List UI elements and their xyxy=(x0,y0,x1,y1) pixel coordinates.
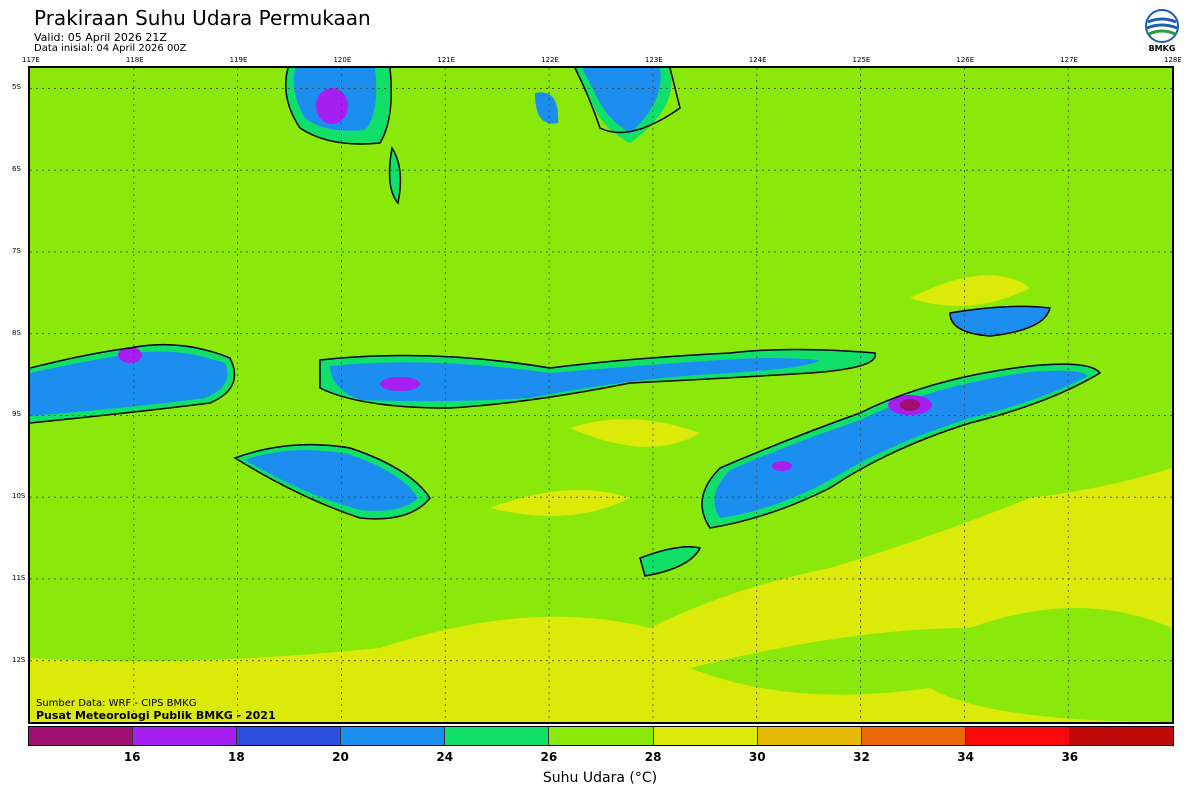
lat-label: 5S xyxy=(12,83,21,92)
temperature-map[interactable] xyxy=(28,66,1174,724)
warm-patch-2 xyxy=(570,419,700,447)
map-canvas xyxy=(30,68,1172,722)
cold-spot-2 xyxy=(118,347,142,363)
cold-spot-3 xyxy=(380,377,420,391)
lon-label: 117E xyxy=(22,56,40,64)
coastlines xyxy=(30,68,1102,577)
colorbar-swatch xyxy=(757,727,862,745)
publisher: Pusat Meteorologi Publik BMKG - 2021 xyxy=(36,709,276,722)
colorbar xyxy=(28,726,1174,746)
island-rote xyxy=(640,546,700,576)
lon-label: 125E xyxy=(852,56,871,64)
lon-label: 121E xyxy=(437,56,456,64)
colorbar-tick: 20 xyxy=(332,750,349,764)
lon-label: 122E xyxy=(541,56,559,64)
colorbar-swatch xyxy=(965,727,1070,745)
colorbar-swatch xyxy=(549,727,654,745)
colorbar-tick: 32 xyxy=(853,750,870,764)
lon-label: 126E xyxy=(956,56,975,64)
logo-label: BMKG xyxy=(1148,44,1176,53)
cold-spot-4-core xyxy=(900,399,920,411)
colorbar-swatch xyxy=(133,727,238,745)
island-flores-cool xyxy=(330,358,820,402)
bmkg-logo-icon xyxy=(1145,9,1179,43)
colorbar-swatch xyxy=(237,727,342,745)
lon-label: 119E xyxy=(229,56,248,64)
colorbar-swatch xyxy=(653,727,758,745)
colorbar-tick: 16 xyxy=(123,750,141,764)
colorbar-swatch xyxy=(29,727,134,745)
island-sumbawa-cool xyxy=(30,351,228,416)
colorbar-swatch xyxy=(341,727,446,745)
lat-label: 10S xyxy=(12,492,26,501)
colorbar-swatch xyxy=(445,727,550,745)
bmkg-logo: BMKG xyxy=(1144,8,1184,58)
lon-label: 120E xyxy=(333,56,352,64)
colorbar-label: Suhu Udara (°C) xyxy=(542,770,658,786)
map-title: Prakiraan Suhu Udara Permukaan xyxy=(34,6,371,30)
colorbar-tick: 26 xyxy=(540,750,558,764)
lon-label: 118E xyxy=(125,56,144,64)
island-timor-cool xyxy=(714,370,1088,518)
lat-label: 9S xyxy=(12,410,21,419)
island-buton-cool xyxy=(582,68,661,133)
cold-spot-1 xyxy=(316,88,348,124)
colorbar-swatch xyxy=(861,727,966,745)
colorbar-swatch xyxy=(1069,727,1174,745)
lat-label: 6S xyxy=(12,165,21,174)
colorbar-tick: 30 xyxy=(748,750,766,764)
graticule xyxy=(30,68,1172,722)
cold-spot-5 xyxy=(772,461,792,471)
lat-label: 12S xyxy=(12,655,26,664)
zone-south-inner xyxy=(690,608,1172,722)
colorbar-tick: 18 xyxy=(228,750,245,764)
lat-label: 7S xyxy=(12,246,21,255)
colorbar-tick: 24 xyxy=(436,750,454,764)
lat-label: 11S xyxy=(12,573,26,582)
island-muna xyxy=(535,92,559,124)
colorbar-tick: 28 xyxy=(644,750,662,764)
lat-label: 8S xyxy=(12,328,21,337)
lon-label: 123E xyxy=(644,56,663,64)
island-sumba-cool xyxy=(245,450,418,511)
lon-label: 124E xyxy=(748,56,767,64)
colorbar-tick: 34 xyxy=(957,750,974,764)
initial-time: Data inisial: 04 April 2026 00Z xyxy=(34,43,187,54)
data-source: Sumber Data: WRF - CIPS BMKG xyxy=(36,698,197,709)
lon-label: 128E xyxy=(1164,56,1182,64)
warm-patch-3 xyxy=(490,490,630,516)
map-credits: Sumber Data: WRF - CIPS BMKG Pusat Meteo… xyxy=(36,698,276,722)
warm-patch xyxy=(910,275,1030,306)
lon-label: 127E xyxy=(1060,56,1078,64)
colorbar-tick: 36 xyxy=(1061,750,1079,764)
valid-time: Valid: 05 April 2026 21Z xyxy=(34,31,167,44)
